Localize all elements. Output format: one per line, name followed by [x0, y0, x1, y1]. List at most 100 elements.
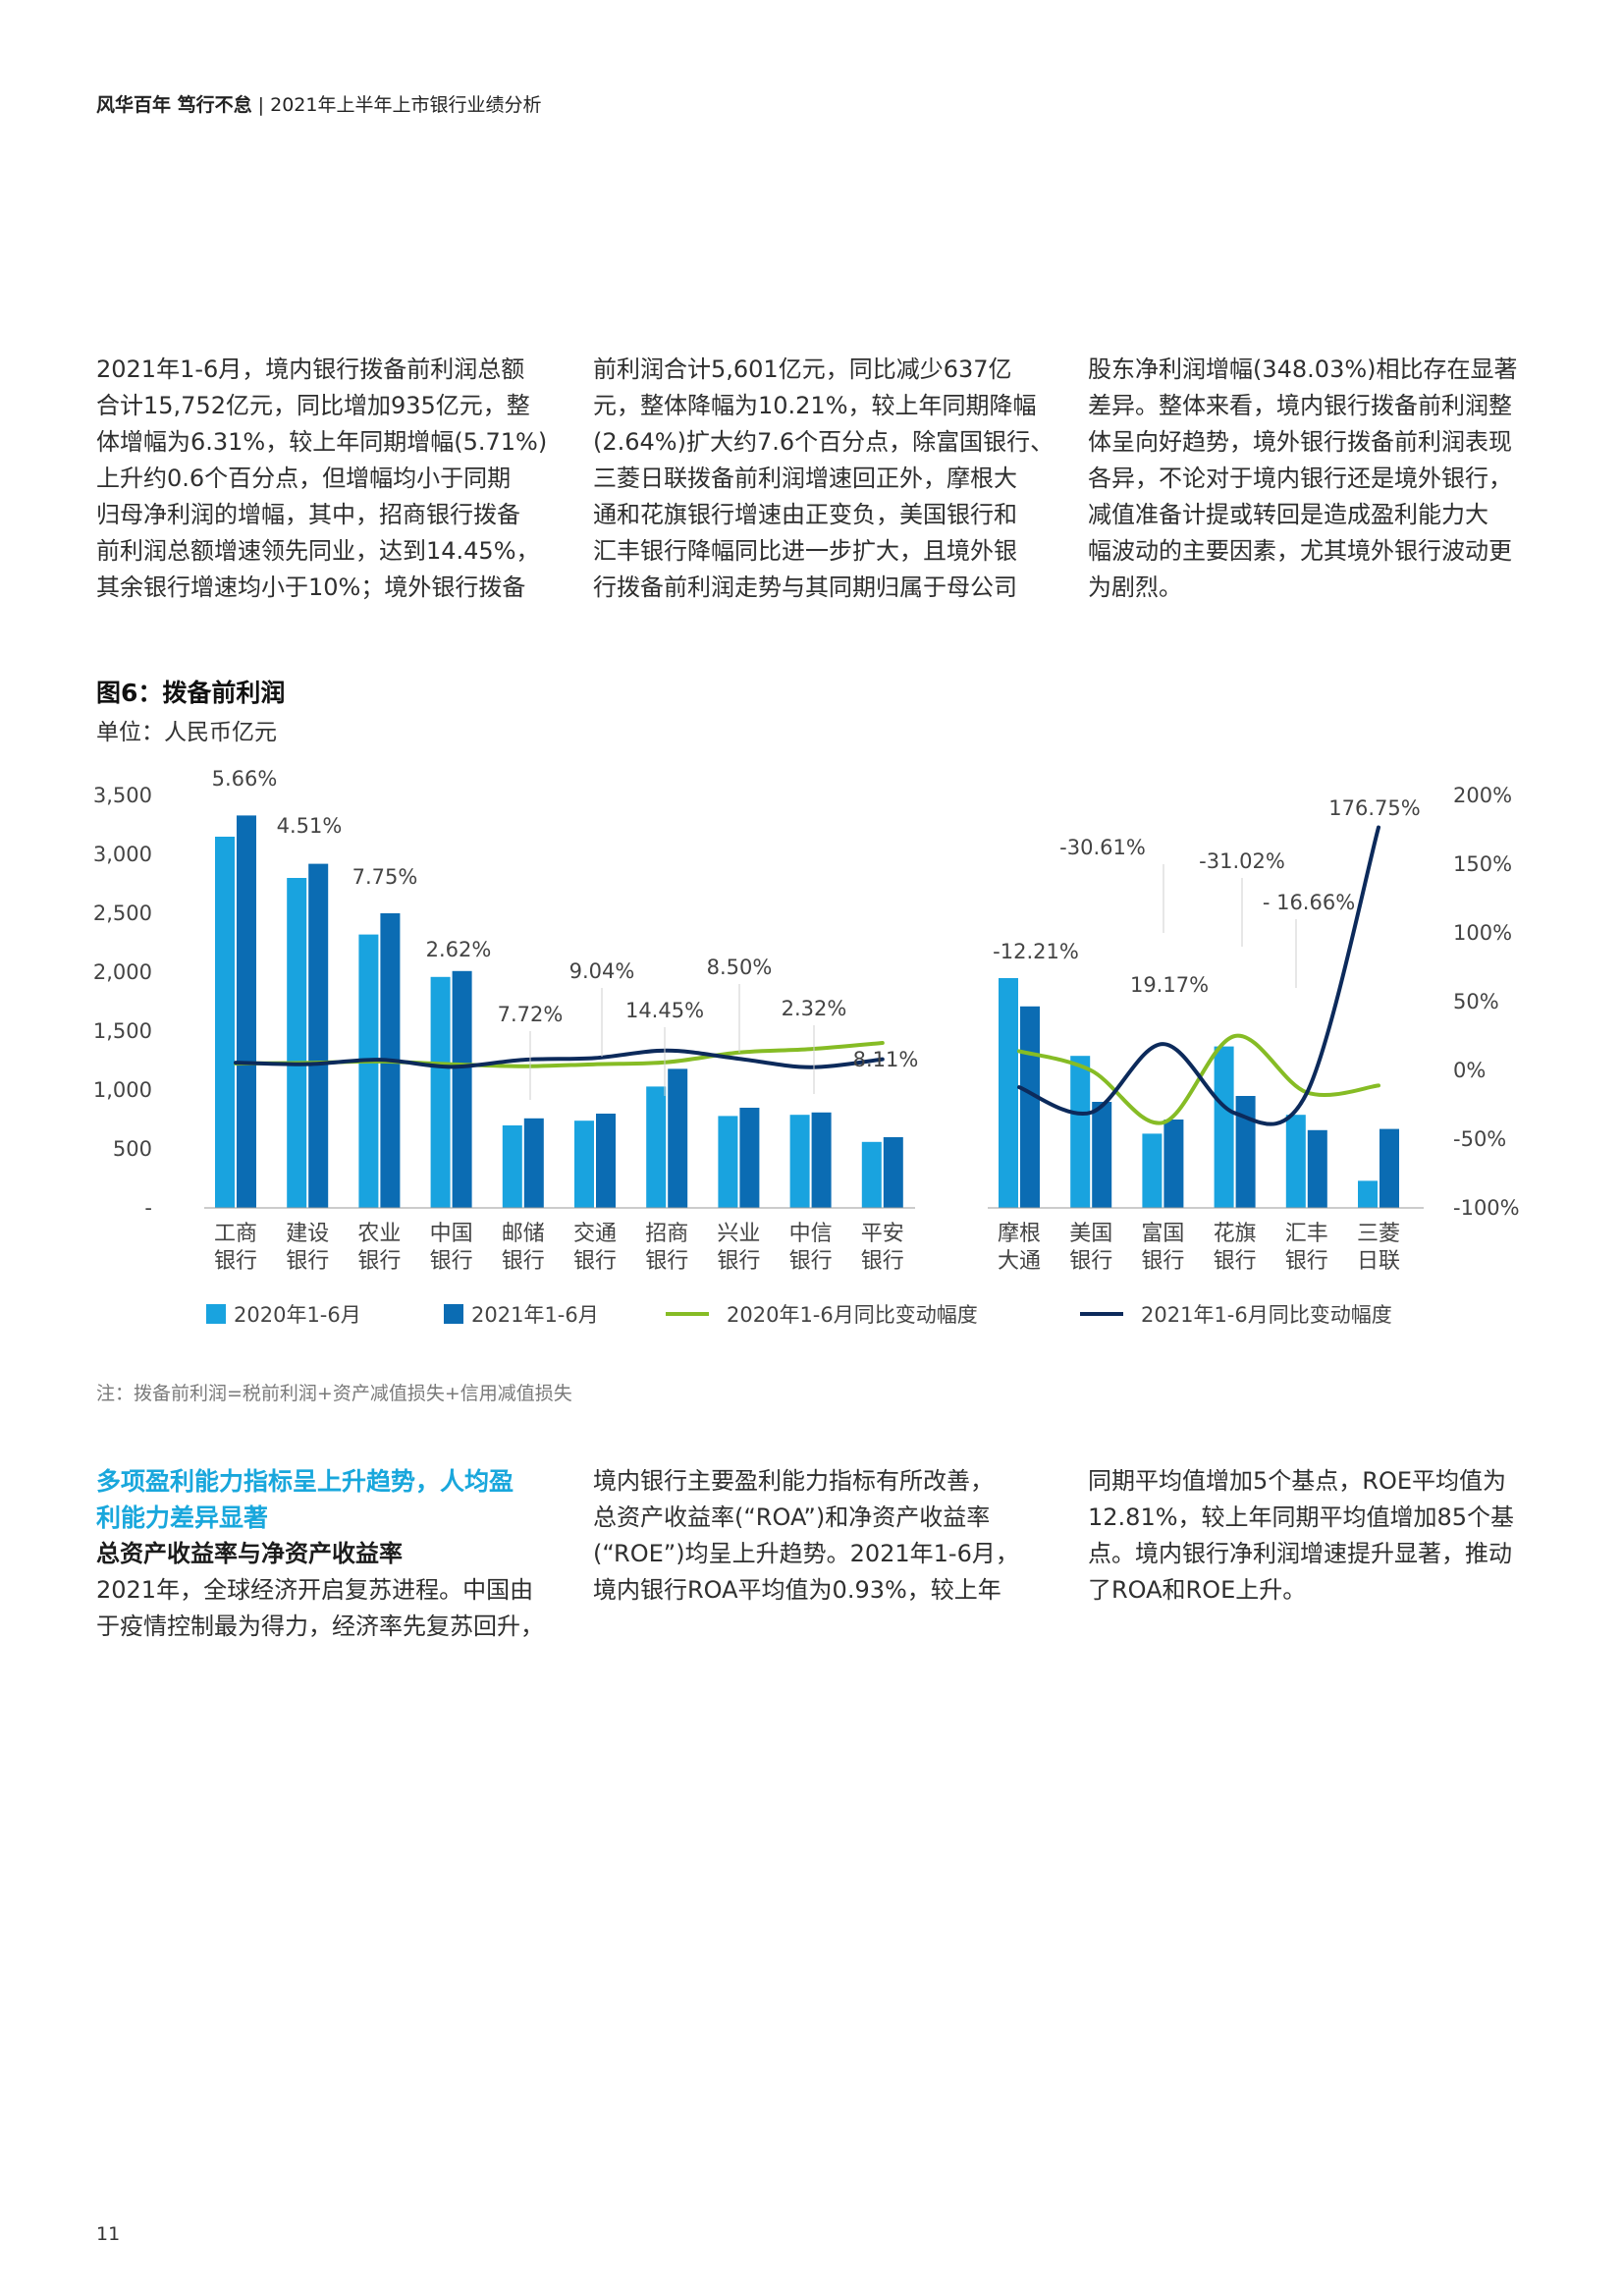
text-line: 于疫情控制最为得力，经济率先复苏回升， [96, 1613, 544, 1640]
bar-2021 [1235, 1096, 1256, 1208]
bar-2020 [1070, 1056, 1091, 1208]
category-label: 银行 [1285, 1249, 1328, 1274]
bar-2020 [999, 978, 1018, 1208]
legend-label: 2021年1-6月 [471, 1303, 599, 1327]
text-line: 上升约0.6个百分点，但增幅均小于同期 [96, 465, 512, 492]
annotation-label: -30.61% [1059, 836, 1146, 859]
y-right-tick-label: 150% [1453, 852, 1512, 876]
legend-swatch [206, 1304, 226, 1324]
text-line: 2021年1-6月，境内银行拨备前利润总额 [96, 355, 525, 383]
text-line: 各异，不论对于境内银行还是境外银行， [1088, 465, 1512, 492]
bar-2021 [1092, 1102, 1112, 1208]
bar-2020 [502, 1125, 522, 1208]
annotation-label: 5.66% [212, 767, 278, 791]
section-column-2: 境内银行主要盈利能力指标有所改善， 总资产收益率(“ROA”)和净资产收益率 (… [593, 1463, 1055, 1609]
text-line: 体增幅为6.31%，较上年同期增幅(5.71%) [96, 428, 548, 456]
figure-title: 图6：拨备前利润 [96, 679, 286, 707]
category-label: 花旗 [1214, 1222, 1257, 1246]
annotation-label: 176.75% [1328, 796, 1420, 820]
bar-2020 [1142, 1133, 1163, 1208]
category-label: 日联 [1357, 1249, 1400, 1274]
category-label: 农业 [357, 1222, 401, 1246]
category-label: 银行 [502, 1249, 545, 1274]
category-label: 银行 [645, 1249, 688, 1274]
y-left-tick-label: 2,000 [93, 960, 152, 984]
text-line: 三菱日联拨备前利润增速回正外，摩根大 [593, 465, 1017, 492]
y-left-tick-label: 2,500 [93, 902, 152, 925]
bar-2020 [358, 934, 379, 1208]
category-label: 汇丰 [1285, 1222, 1328, 1246]
text-line: 归母净利润的增幅，其中，招商银行拨备 [96, 501, 520, 528]
page-number: 11 [96, 2223, 121, 2245]
category-label: 银行 [430, 1249, 473, 1274]
y-right-tick-label: 50% [1453, 990, 1499, 1013]
category-label: 银行 [789, 1249, 833, 1274]
category-label: 邮储 [502, 1222, 545, 1246]
chart-footnote: 注：拨备前利润=税前利润+资产减值损失+信用减值损失 [96, 1383, 572, 1404]
intro-column-2: 前利润合计5,601亿元，同比减少637亿 元，整体降幅为10.21%，较上年同… [593, 352, 1055, 606]
annotation-label: 2.62% [426, 938, 492, 961]
y-left-tick-label: - [144, 1196, 152, 1220]
bar-2020 [789, 1115, 810, 1208]
y-left-tick-label: 3,500 [93, 784, 152, 807]
category-label: 交通 [573, 1222, 617, 1246]
category-label: 兴业 [717, 1222, 760, 1246]
text-line: 为剧烈。 [1088, 574, 1182, 601]
annotation-label: 7.72% [498, 1003, 564, 1026]
annotation-label: - 16.66% [1263, 891, 1355, 914]
text-line: 2021年，全球经济开启复苏进程。中国由 [96, 1576, 534, 1604]
text-line: 其余银行增速均小于10%；境外银行拨备 [96, 574, 526, 601]
text-line: 总资产收益率(“ROA”)和净资产收益率 [593, 1503, 991, 1531]
bar-2021 [883, 1137, 903, 1208]
annotation-label: 14.45% [625, 999, 704, 1022]
profit-before-provision-chart: - 500 1,000 1,500 2,000 2,500 3,000 3,500 -100% -… [93, 767, 1520, 1327]
category-label: 银行 [1141, 1249, 1184, 1274]
text-line: 前利润总额增速领先同业，达到14.45%， [96, 537, 540, 565]
section-subheading: 总资产收益率与净资产收益率 [96, 1540, 403, 1567]
bar-2021 [523, 1118, 544, 1208]
legend-label: 2021年1-6月同比变动幅度 [1141, 1303, 1392, 1327]
y-right-tick-label: 200% [1453, 784, 1512, 807]
category-label: 工商 [214, 1222, 257, 1246]
text-line: 体呈向好趋势，境外银行拨备前利润表现 [1088, 428, 1512, 456]
bar-2021 [1307, 1129, 1327, 1208]
bar-2021 [1020, 1006, 1040, 1208]
text-line: 12.81%，较上年同期平均值增加85个基 [1088, 1503, 1515, 1531]
bar-2021 [308, 863, 329, 1208]
legend-swatch [444, 1304, 463, 1324]
text-line: 减值准备计提或转回是造成盈利能力大 [1088, 501, 1488, 528]
text-line: 股东净利润增幅(348.03%)相比存在显著 [1088, 355, 1518, 383]
legend-label: 2020年1-6月 [234, 1303, 361, 1327]
category-label: 中国 [430, 1222, 473, 1246]
y-left-tick-label: 1,500 [93, 1019, 152, 1043]
category-label: 美国 [1069, 1222, 1112, 1246]
text-line: 点。境内银行净利润增速提升显著，推动 [1088, 1540, 1512, 1567]
category-label: 银行 [573, 1249, 617, 1274]
section-column-1: 多项盈利能力指标呈上升趋势，人均盈 利能力差异显著 总资产收益率与净资产收益率 … [96, 1463, 558, 1645]
text-line: 合计15,752亿元，同比增加935亿元，整 [96, 392, 530, 419]
annotation-label: -12.21% [993, 940, 1079, 963]
figure-unit: 单位：人民币亿元 [96, 720, 277, 745]
header-separator: | [251, 94, 271, 116]
text-line: 幅波动的主要因素，尤其境外银行波动更 [1088, 537, 1512, 565]
annotation-label: 19.17% [1130, 973, 1209, 997]
annotation-label: 2.32% [782, 997, 847, 1020]
bar-2021 [739, 1108, 760, 1208]
page-header: 风华百年 笃行不怠 | 2021年上半年上市银行业绩分析 [96, 90, 541, 117]
legend-label: 2020年1-6月同比变动幅度 [727, 1303, 978, 1327]
category-label: 大通 [998, 1249, 1041, 1274]
y-right-tick-label: -100% [1453, 1196, 1520, 1220]
category-label: 银行 [1069, 1249, 1112, 1274]
text-line: 元，整体降幅为10.21%，较上年同期降幅 [593, 392, 1037, 419]
category-label: 招商 [645, 1222, 688, 1246]
text-line: 汇丰银行降幅同比进一步扩大，且境外银 [593, 537, 1017, 565]
category-label: 三菱 [1357, 1222, 1400, 1246]
category-label: 银行 [286, 1249, 329, 1274]
bar-2021 [237, 815, 256, 1208]
text-line: 前利润合计5,601亿元，同比减少637亿 [593, 355, 1012, 383]
text-line: 了ROA和ROE上升。 [1088, 1576, 1307, 1604]
section-column-3: 同期平均值增加5个基点，ROE平均值为 12.81%，较上年同期平均值增加85个… [1088, 1463, 1549, 1609]
bar-2020 [1358, 1180, 1378, 1208]
text-line: 行拨备前利润走势与其同期归属于母公司 [593, 574, 1017, 601]
text-line: (“ROE”)均呈上升趋势。2021年1-6月， [593, 1540, 1019, 1567]
